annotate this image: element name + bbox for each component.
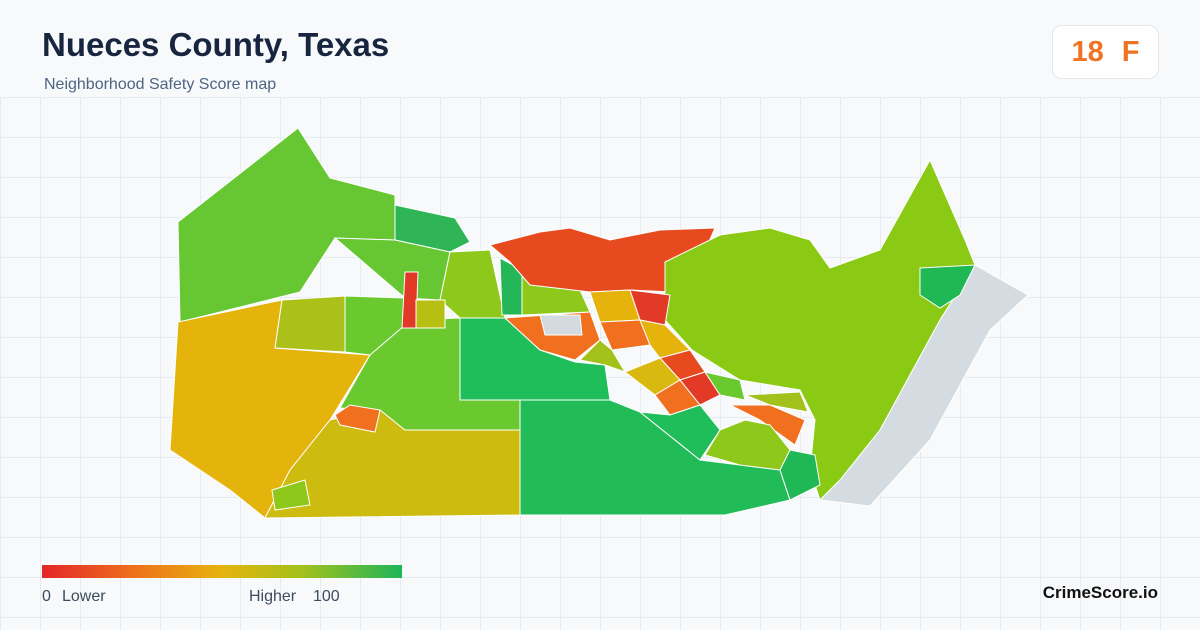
region [578,339,627,373]
title: Nueces County, Texas [42,26,390,63]
legend-min: 0 [42,588,51,605]
region [638,404,721,461]
region [344,295,406,356]
subtitle: Neighborhood Safety Score map [44,76,277,93]
legend-max: 100 [313,588,340,605]
region [415,299,446,329]
legend-min-label: Lower [62,588,106,605]
region [177,127,396,323]
score-badge: 18 F [1052,25,1159,79]
region [274,295,346,353]
legend-max-label: Higher [249,588,297,605]
region [919,264,976,309]
region [334,404,381,433]
region [818,264,1029,507]
region [271,479,311,511]
legend-gradient [42,565,402,578]
region [703,371,746,401]
brand: CrimeScore.io [1042,583,1158,602]
region [744,391,809,413]
region [439,249,506,319]
region [333,237,451,301]
grade: F [1121,35,1140,68]
region [779,449,821,501]
score: 18 [1071,35,1104,68]
region [539,314,583,336]
region [394,204,471,253]
